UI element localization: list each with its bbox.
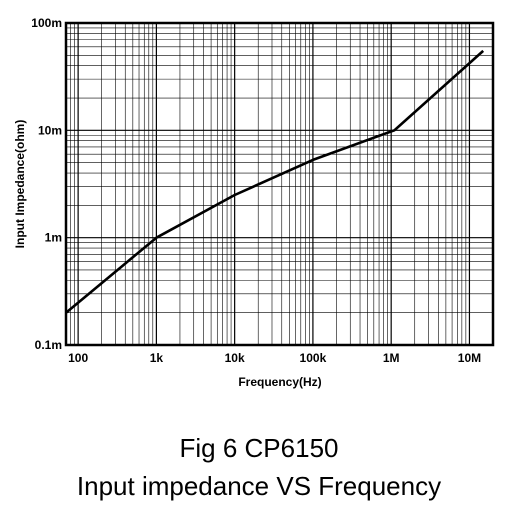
y-tick-label: 100m [31, 16, 62, 30]
x-tick-label: 1k [150, 351, 164, 365]
x-tick-label: 100k [300, 351, 327, 365]
x-axis-label: Frequency(Hz) [238, 375, 321, 389]
impedance-series-line [65, 49, 485, 314]
y-tick-label: 0.1m [35, 338, 62, 352]
series-group [65, 49, 485, 314]
chart-grid [66, 23, 493, 345]
x-tick-label: 10k [225, 351, 245, 365]
x-tick-label: 10M [458, 351, 481, 365]
impedance-chart: 100 1k 10k 100k 1M 10M 0.1m 1m 10m 100m Frequenc… [13, 16, 495, 389]
y-tick-labels: 0.1m 1m 10m 100m [31, 16, 62, 352]
x-tick-labels: 100 1k 10k 100k 1M 10M [68, 351, 481, 365]
x-tick-label: 1M [383, 351, 400, 365]
y-tick-label: 10m [38, 123, 62, 137]
plot-frame [64, 21, 495, 347]
y-tick-label: 1m [45, 231, 62, 245]
y-axis-label: Input Impedance(ohm) [13, 120, 27, 249]
x-tick-label: 100 [68, 351, 88, 365]
figure-caption-title: Fig 6 CP6150 [179, 433, 339, 463]
figure-caption-subtitle: Input impedance VS Frequency [76, 471, 442, 501]
